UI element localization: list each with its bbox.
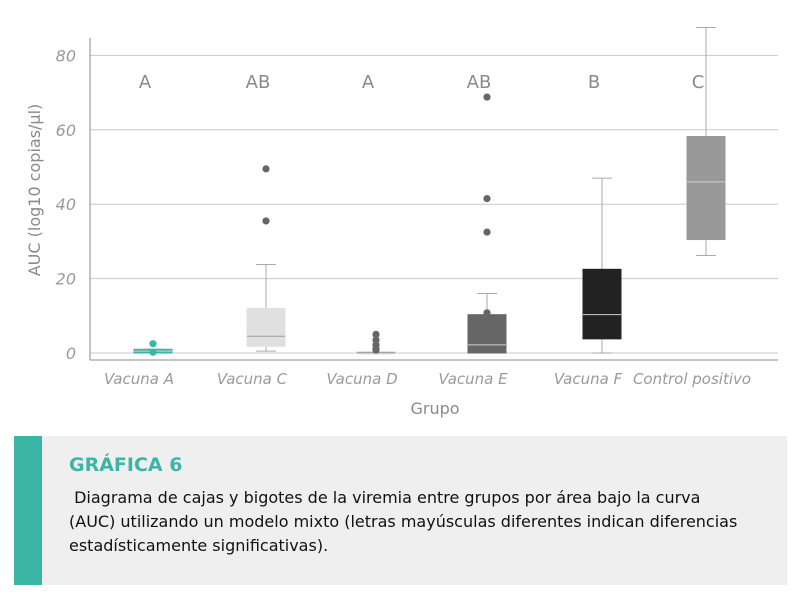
significance-letter: C	[692, 72, 705, 93]
grid-layer	[89, 38, 778, 361]
x-tick-label: Control positivo	[633, 370, 751, 388]
y-tick-label: 80	[56, 46, 76, 65]
caption-box: GRÁFICA 6 Diagrama de cajas y bigotes de…	[14, 436, 787, 585]
outlier-point	[483, 195, 491, 203]
y-tick-label: 0	[66, 344, 76, 363]
x-tick-label: Vacuna E	[438, 370, 508, 388]
box	[246, 307, 286, 347]
label-layer: 0 20 40 60 80 Vacuna A A Vacuna C AB Vacuna D A Vac…	[56, 46, 751, 388]
x-tick-label: Vacuna D	[326, 370, 397, 388]
outlier-point	[372, 336, 380, 344]
outlier-point	[483, 309, 491, 317]
box	[582, 268, 622, 340]
caption-text: Diagrama de cajas y bigotes de la viremi…	[69, 488, 738, 555]
outlier-point	[262, 165, 270, 173]
significance-letter: A	[362, 72, 375, 93]
y-axis-title: AUC (log10 copias/µl)	[25, 104, 44, 277]
boxplot-chart: 0 20 40 60 80 Vacuna A A Vacuna C AB Vacuna D A Vac…	[25, 27, 778, 418]
x-tick-label: Vacuna F	[554, 370, 623, 388]
y-tick-label: 60	[56, 121, 76, 140]
box	[467, 314, 507, 354]
outlier-point	[372, 330, 380, 338]
outlier-point	[262, 217, 270, 225]
x-tick-label: Vacuna C	[217, 370, 288, 388]
outlier-point	[149, 340, 157, 348]
outlier-point	[483, 228, 491, 236]
outlier-point	[149, 348, 157, 356]
significance-letter: A	[139, 72, 152, 93]
significance-letter: AB	[467, 72, 492, 93]
significance-letter: B	[588, 72, 600, 93]
box	[686, 135, 726, 241]
y-tick-label: 20	[56, 270, 76, 289]
y-tick-label: 40	[56, 195, 76, 214]
caption-accent-bar	[14, 436, 42, 585]
significance-letter: AB	[246, 72, 271, 93]
x-axis-title: Grupo	[410, 399, 459, 418]
x-tick-label: Vacuna A	[104, 370, 174, 388]
outlier-point	[483, 93, 491, 101]
caption-title: GRÁFICA 6	[69, 454, 183, 476]
box-layer	[133, 27, 726, 356]
